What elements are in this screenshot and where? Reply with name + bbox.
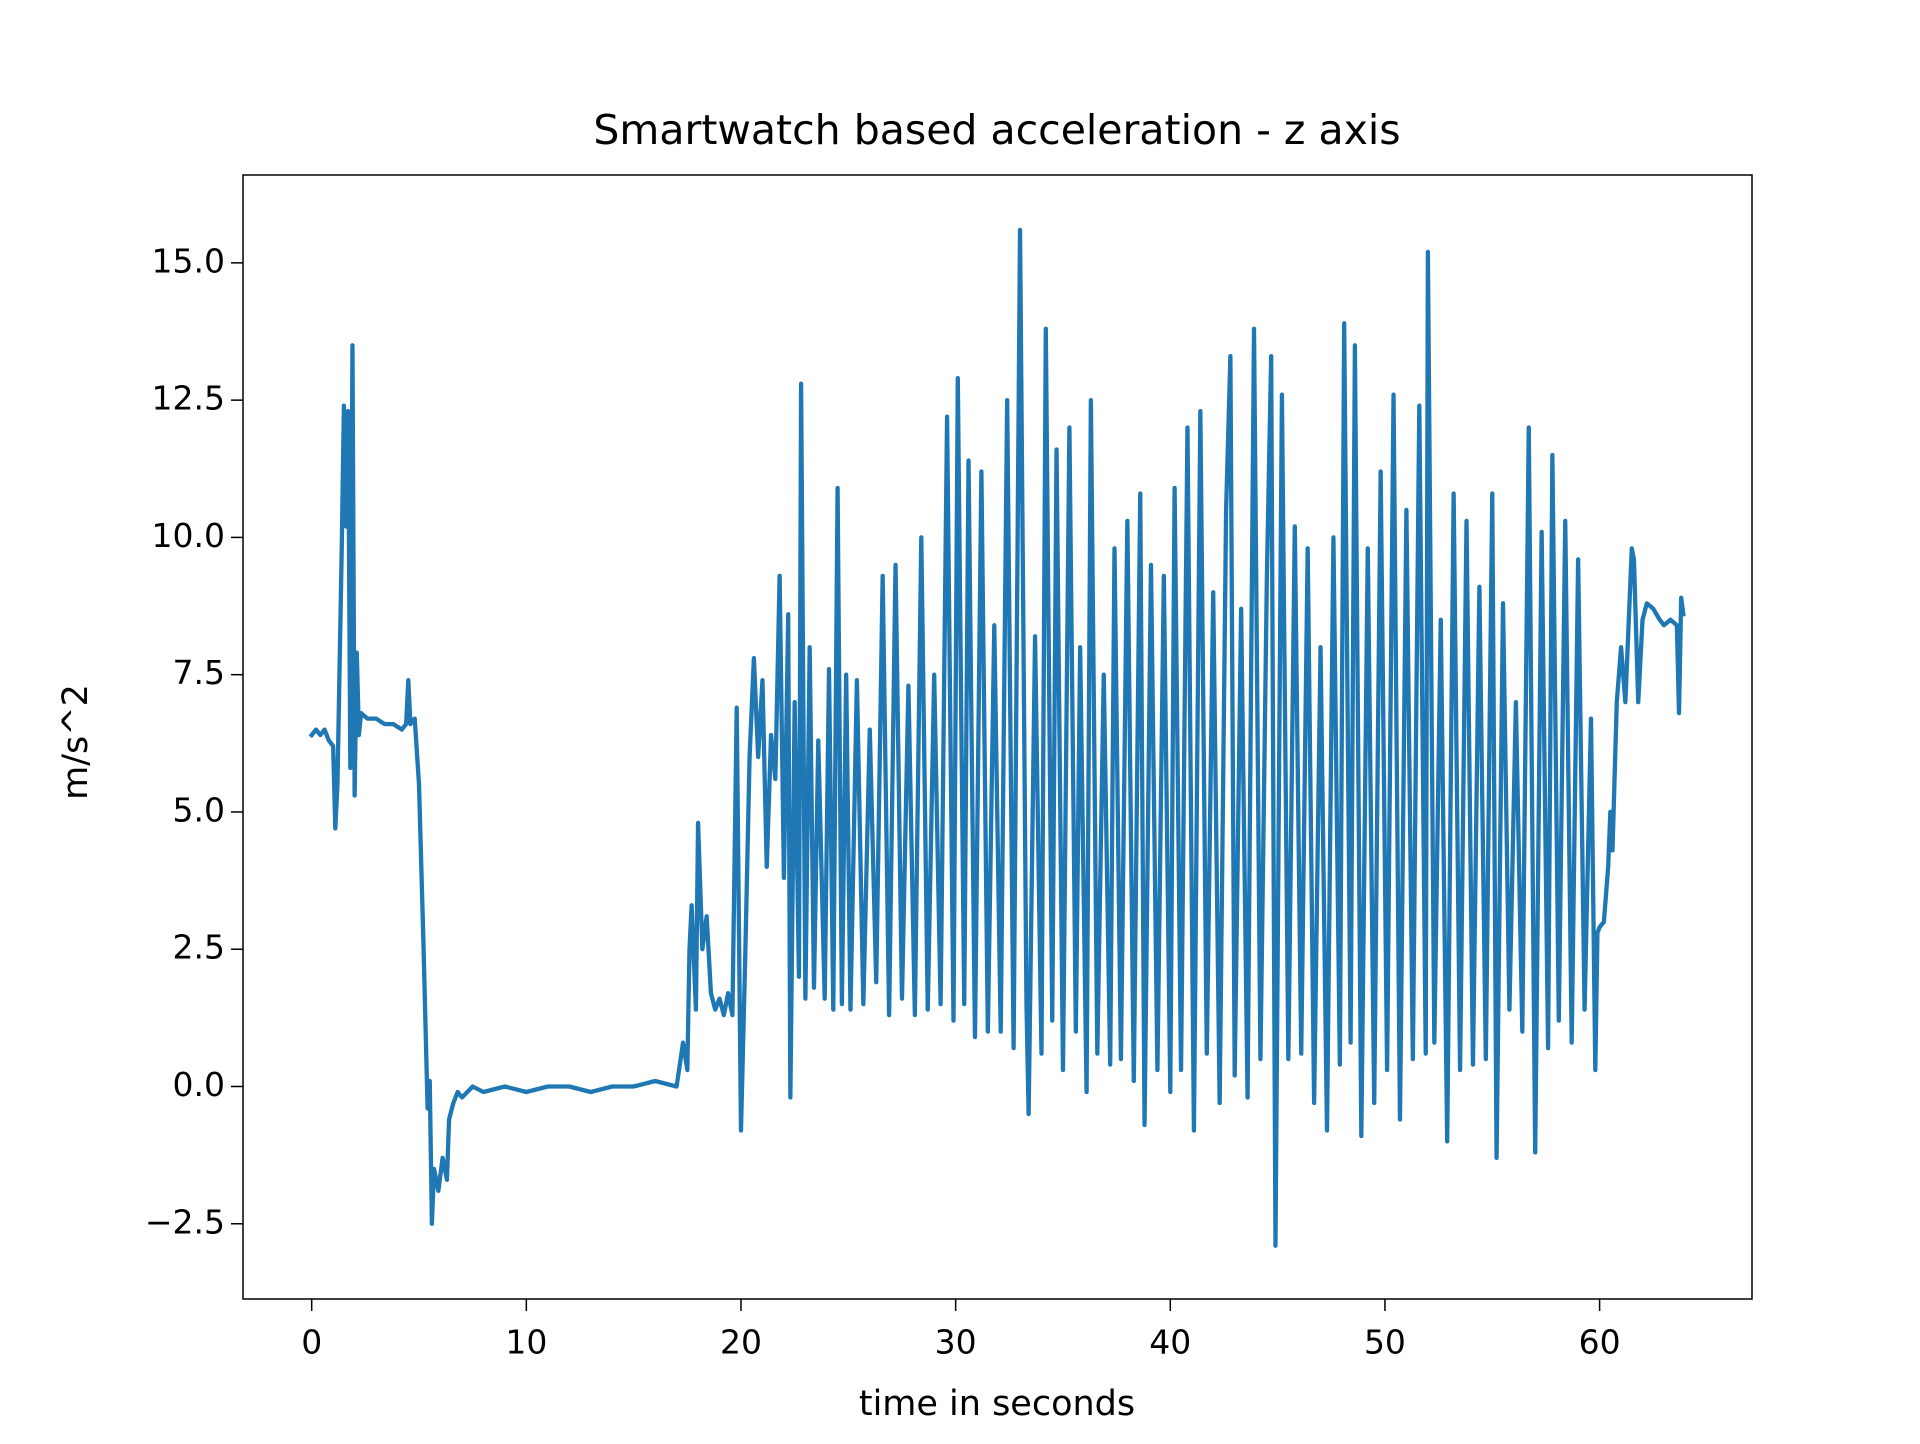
chart-title: Smartwatch based acceleration - z axis [593, 106, 1400, 154]
y-tick-label: 2.5 [173, 928, 225, 967]
y-tick-label: 10.0 [152, 516, 225, 555]
y-tick-label: 15.0 [152, 241, 225, 280]
y-tick-label: 12.5 [152, 379, 225, 418]
x-tick-label: 20 [720, 1323, 762, 1362]
x-tick-label: 0 [301, 1323, 322, 1362]
y-tick-label: −2.5 [145, 1202, 225, 1241]
y-axis-label: m/s^2 [56, 684, 96, 800]
y-tick-label: 0.0 [173, 1065, 225, 1104]
plot-frame [242, 174, 1753, 1300]
data-line [308, 227, 1686, 1248]
x-tick-label: 10 [505, 1323, 547, 1362]
x-tick-label: 40 [1149, 1323, 1191, 1362]
x-tick-label: 60 [1579, 1323, 1621, 1362]
y-tick-label: 7.5 [173, 653, 225, 692]
x-tick-label: 50 [1364, 1323, 1406, 1362]
x-tick-label: 30 [935, 1323, 977, 1362]
x-axis-label: time in seconds [859, 1384, 1135, 1424]
y-tick-label: 5.0 [173, 790, 225, 829]
